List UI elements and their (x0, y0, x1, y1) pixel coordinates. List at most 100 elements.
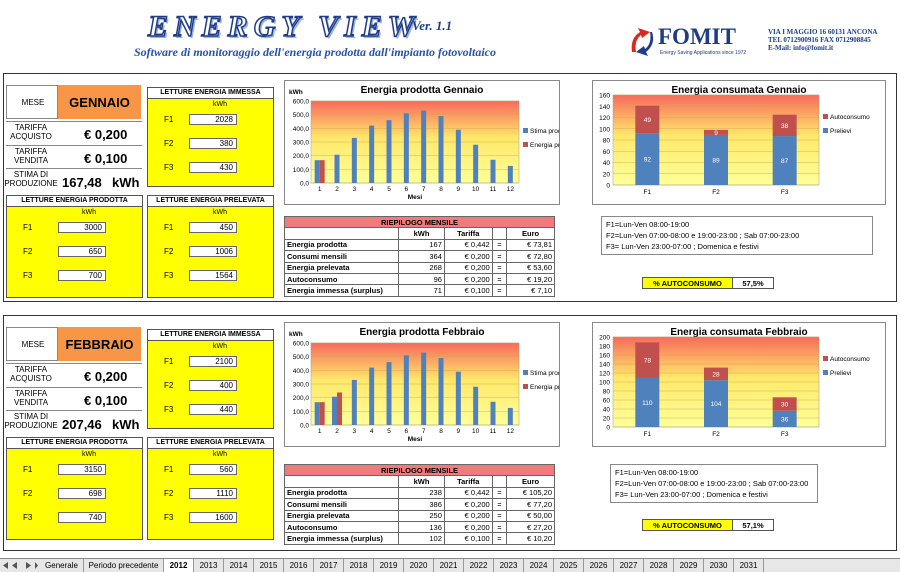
letture-prodotta-f1-input[interactable]: 3000 (58, 222, 106, 233)
letture-prodotta-f1-input[interactable]: 3150 (58, 464, 106, 475)
consumption-chart-svg: 0 20 40 60 80 100 120 140 160 92 49 F1 89 9 F2 87 38 F3 Au… (599, 93, 870, 197)
sheet-tab[interactable]: 2020 (404, 559, 434, 572)
sheet-tab[interactable]: Periodo precedente (84, 559, 164, 572)
bar-stima (438, 358, 444, 425)
f3-label: F3 (164, 163, 174, 172)
tariffa-vendita-value[interactable]: € 0,100 (84, 151, 128, 166)
x-tick-label: F1 (644, 189, 652, 196)
fascia-line: F2=Lun-Ven 07:00-08:00 e 19:00-23:00 ; S… (615, 479, 809, 488)
autoconsumo-pct-value: 57,5% (733, 278, 773, 288)
sheet-tab[interactable]: 2025 (554, 559, 584, 572)
letture-prelevata-f1-input[interactable]: 450 (189, 222, 237, 233)
legend-swatch (823, 128, 828, 133)
row-equals: = (491, 532, 508, 545)
letture-prodotta-f2-input[interactable]: 650 (58, 246, 106, 257)
sheet-tab[interactable]: 2012 (164, 559, 194, 572)
letture-immessa-f1-input[interactable]: 2100 (189, 356, 237, 367)
row-euro: € 7,10 (506, 284, 555, 297)
legend-swatch (823, 370, 828, 375)
sheet-tab[interactable]: 2031 (734, 559, 764, 572)
sheet-tab[interactable]: 2021 (434, 559, 464, 572)
row-equals: = (491, 250, 508, 263)
x-tick-label: 6 (405, 428, 409, 435)
letture-prodotta-f3-input[interactable]: 700 (58, 270, 106, 281)
row-tariffa: € 0,100 (443, 284, 493, 297)
table-row: Autoconsumo 136 € 0,200 = € 27,20 (283, 520, 555, 534)
sheet-tab[interactable]: 2026 (584, 559, 614, 572)
bar-data-label: 30 (781, 402, 789, 409)
letture-immessa-f2-input[interactable]: 400 (189, 380, 237, 391)
y-tick-label: 60 (603, 149, 611, 156)
sheet-tab[interactable]: 2030 (704, 559, 734, 572)
sheet-tab[interactable]: 2018 (344, 559, 374, 572)
bar-stima (369, 367, 375, 425)
y-tick-label: 400,0 (293, 368, 310, 375)
row-euro: € 73,81 (506, 238, 555, 252)
letture-prelevata-f2-input[interactable]: 1110 (189, 488, 237, 499)
y-tick-label: 100 (599, 126, 610, 133)
tab-scroll-arrows-icon[interactable] (0, 559, 38, 572)
sheet-tab[interactable]: 2027 (614, 559, 644, 572)
table-row: Energia prodotta 167 € 0,442 = € 73,81 (283, 238, 555, 252)
letture-immessa-f3-input[interactable]: 430 (189, 162, 237, 173)
separator-line (6, 145, 142, 146)
y-tick-label: 500,0 (293, 112, 310, 119)
f3-label: F3 (164, 513, 174, 522)
letture-immessa-f3-input[interactable]: 440 (189, 404, 237, 415)
bar-stima (403, 113, 409, 183)
bar-data-label: 9 (714, 130, 718, 137)
tariffa-acquisto-value[interactable]: € 0,200 (84, 127, 128, 142)
row-euro: € 105,20 (506, 486, 555, 500)
month-name: GENNAIO (58, 85, 141, 119)
bar-prodotta (319, 160, 325, 183)
row-equals: = (491, 272, 508, 286)
f2-label: F2 (164, 247, 174, 256)
letture-immessa-f1-input[interactable]: 2028 (189, 114, 237, 125)
sheet-tab[interactable]: 2016 (284, 559, 314, 572)
tariffa-acquisto-value[interactable]: € 0,200 (84, 369, 128, 384)
tariffa-vendita-value[interactable]: € 0,100 (84, 393, 128, 408)
sheet-tab[interactable]: 2024 (524, 559, 554, 572)
letture-prelevata-f2-input[interactable]: 1006 (189, 246, 237, 257)
letture-prodotta-f3-input[interactable]: 740 (58, 512, 106, 523)
riepilogo-header: RIEPILOGO MENSILE (284, 463, 555, 477)
company-tagline: Energy Saving Applications since 1972 (660, 50, 747, 56)
legend-swatch (523, 142, 528, 147)
sheet-tab[interactable]: 2015 (254, 559, 284, 572)
bar-prelievi (772, 136, 797, 185)
sheet-tab[interactable]: 2028 (644, 559, 674, 572)
row-kwh: 167 (398, 238, 445, 252)
phone-line: TEL 0712900916 FAX 0712908845 (768, 36, 871, 44)
y-tick-label: 60 (603, 398, 611, 405)
row-label: Autoconsumo (283, 272, 400, 286)
sheet-tab[interactable]: 2013 (194, 559, 224, 572)
sheet-tab[interactable]: Generale (40, 559, 84, 572)
bar-stima (351, 379, 357, 425)
x-tick-label: 10 (472, 428, 480, 435)
row-euro: € 53,60 (506, 261, 555, 274)
x-tick-label: 4 (370, 186, 374, 193)
sheet-tab[interactable]: 2017 (314, 559, 344, 572)
separator-line (6, 387, 142, 388)
bar-data-label: 104 (711, 401, 722, 408)
letture-prelevata-f1-input[interactable]: 560 (189, 464, 237, 475)
letture-prodotta-f2-input[interactable]: 698 (58, 488, 106, 499)
bar-stima (351, 137, 357, 183)
stima-label: STIMA DI PRODUZIONE (4, 412, 58, 430)
sheet-tab[interactable]: 2019 (374, 559, 404, 572)
x-tick-label: F1 (644, 431, 652, 438)
row-equals: = (491, 284, 508, 297)
letture-immessa-f2-input[interactable]: 380 (189, 138, 237, 149)
sheet-tab[interactable]: 2022 (464, 559, 494, 572)
letture-prelevata-f3-input[interactable]: 1564 (189, 270, 237, 281)
row-equals: = (491, 238, 508, 252)
y-tick-label: 180 (599, 344, 610, 351)
x-tick-label: F2 (712, 189, 720, 196)
f1-label: F1 (23, 223, 33, 232)
letture-prelevata-f3-input[interactable]: 1600 (189, 512, 237, 523)
sheet-tab[interactable]: 2014 (224, 559, 254, 572)
bar-data-label: 38 (781, 123, 789, 130)
sheet-tab[interactable]: 2023 (494, 559, 524, 572)
sheet-tab[interactable]: 2029 (674, 559, 704, 572)
